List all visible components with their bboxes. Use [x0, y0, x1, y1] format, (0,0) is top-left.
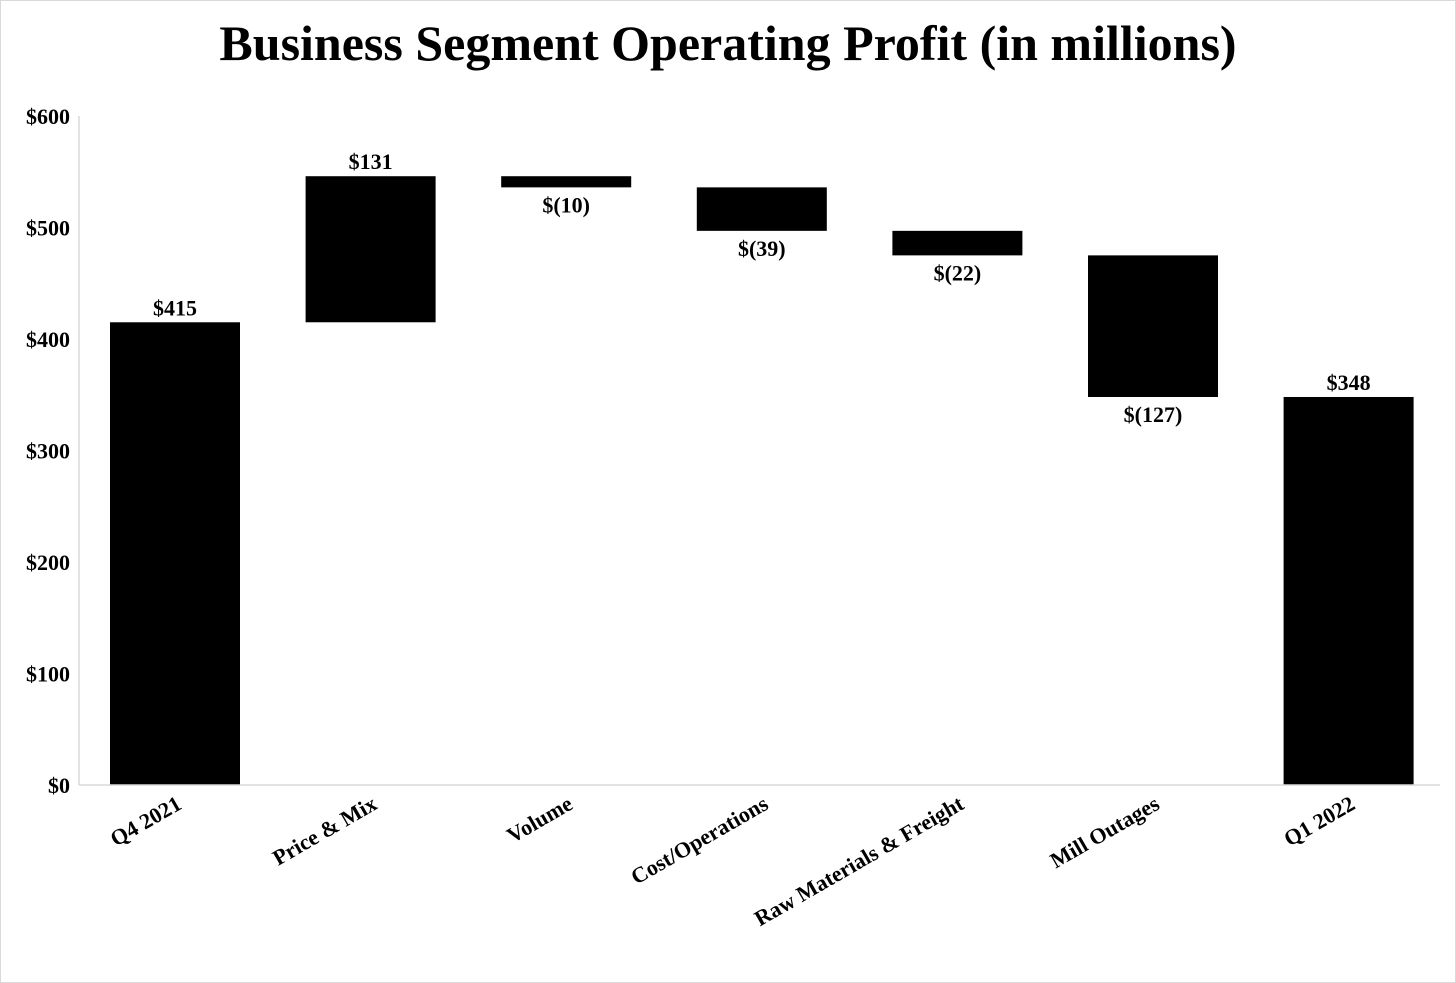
chart-title: Business Segment Operating Profit (in mi… — [219, 15, 1236, 71]
data-label: $(22) — [934, 260, 982, 285]
y-tick-label: $0 — [48, 773, 70, 798]
y-tick-label: $500 — [26, 216, 70, 241]
data-label: $415 — [153, 295, 197, 320]
data-label: $348 — [1327, 370, 1371, 395]
bar — [305, 176, 436, 323]
y-tick-label: $600 — [26, 104, 70, 129]
y-axis: $0 $100 $200 $300 $400 $500 $600 — [26, 104, 80, 798]
data-label: $(10) — [542, 192, 590, 217]
bar — [1283, 396, 1414, 785]
data-label: $131 — [349, 149, 393, 174]
y-tick-label: $200 — [26, 550, 70, 575]
y-tick-label: $100 — [26, 662, 70, 687]
bar — [696, 187, 827, 231]
bar — [501, 176, 632, 188]
bar — [1088, 255, 1218, 397]
bar — [110, 322, 240, 785]
y-tick-label: $400 — [26, 327, 70, 352]
bar — [892, 230, 1023, 256]
bars: $415 $131 $(10) $(39) $(22) $(127) $348 — [110, 149, 1414, 785]
data-label: $(127) — [1124, 402, 1183, 427]
y-tick-label: $300 — [26, 439, 70, 464]
data-label: $(39) — [738, 236, 786, 261]
